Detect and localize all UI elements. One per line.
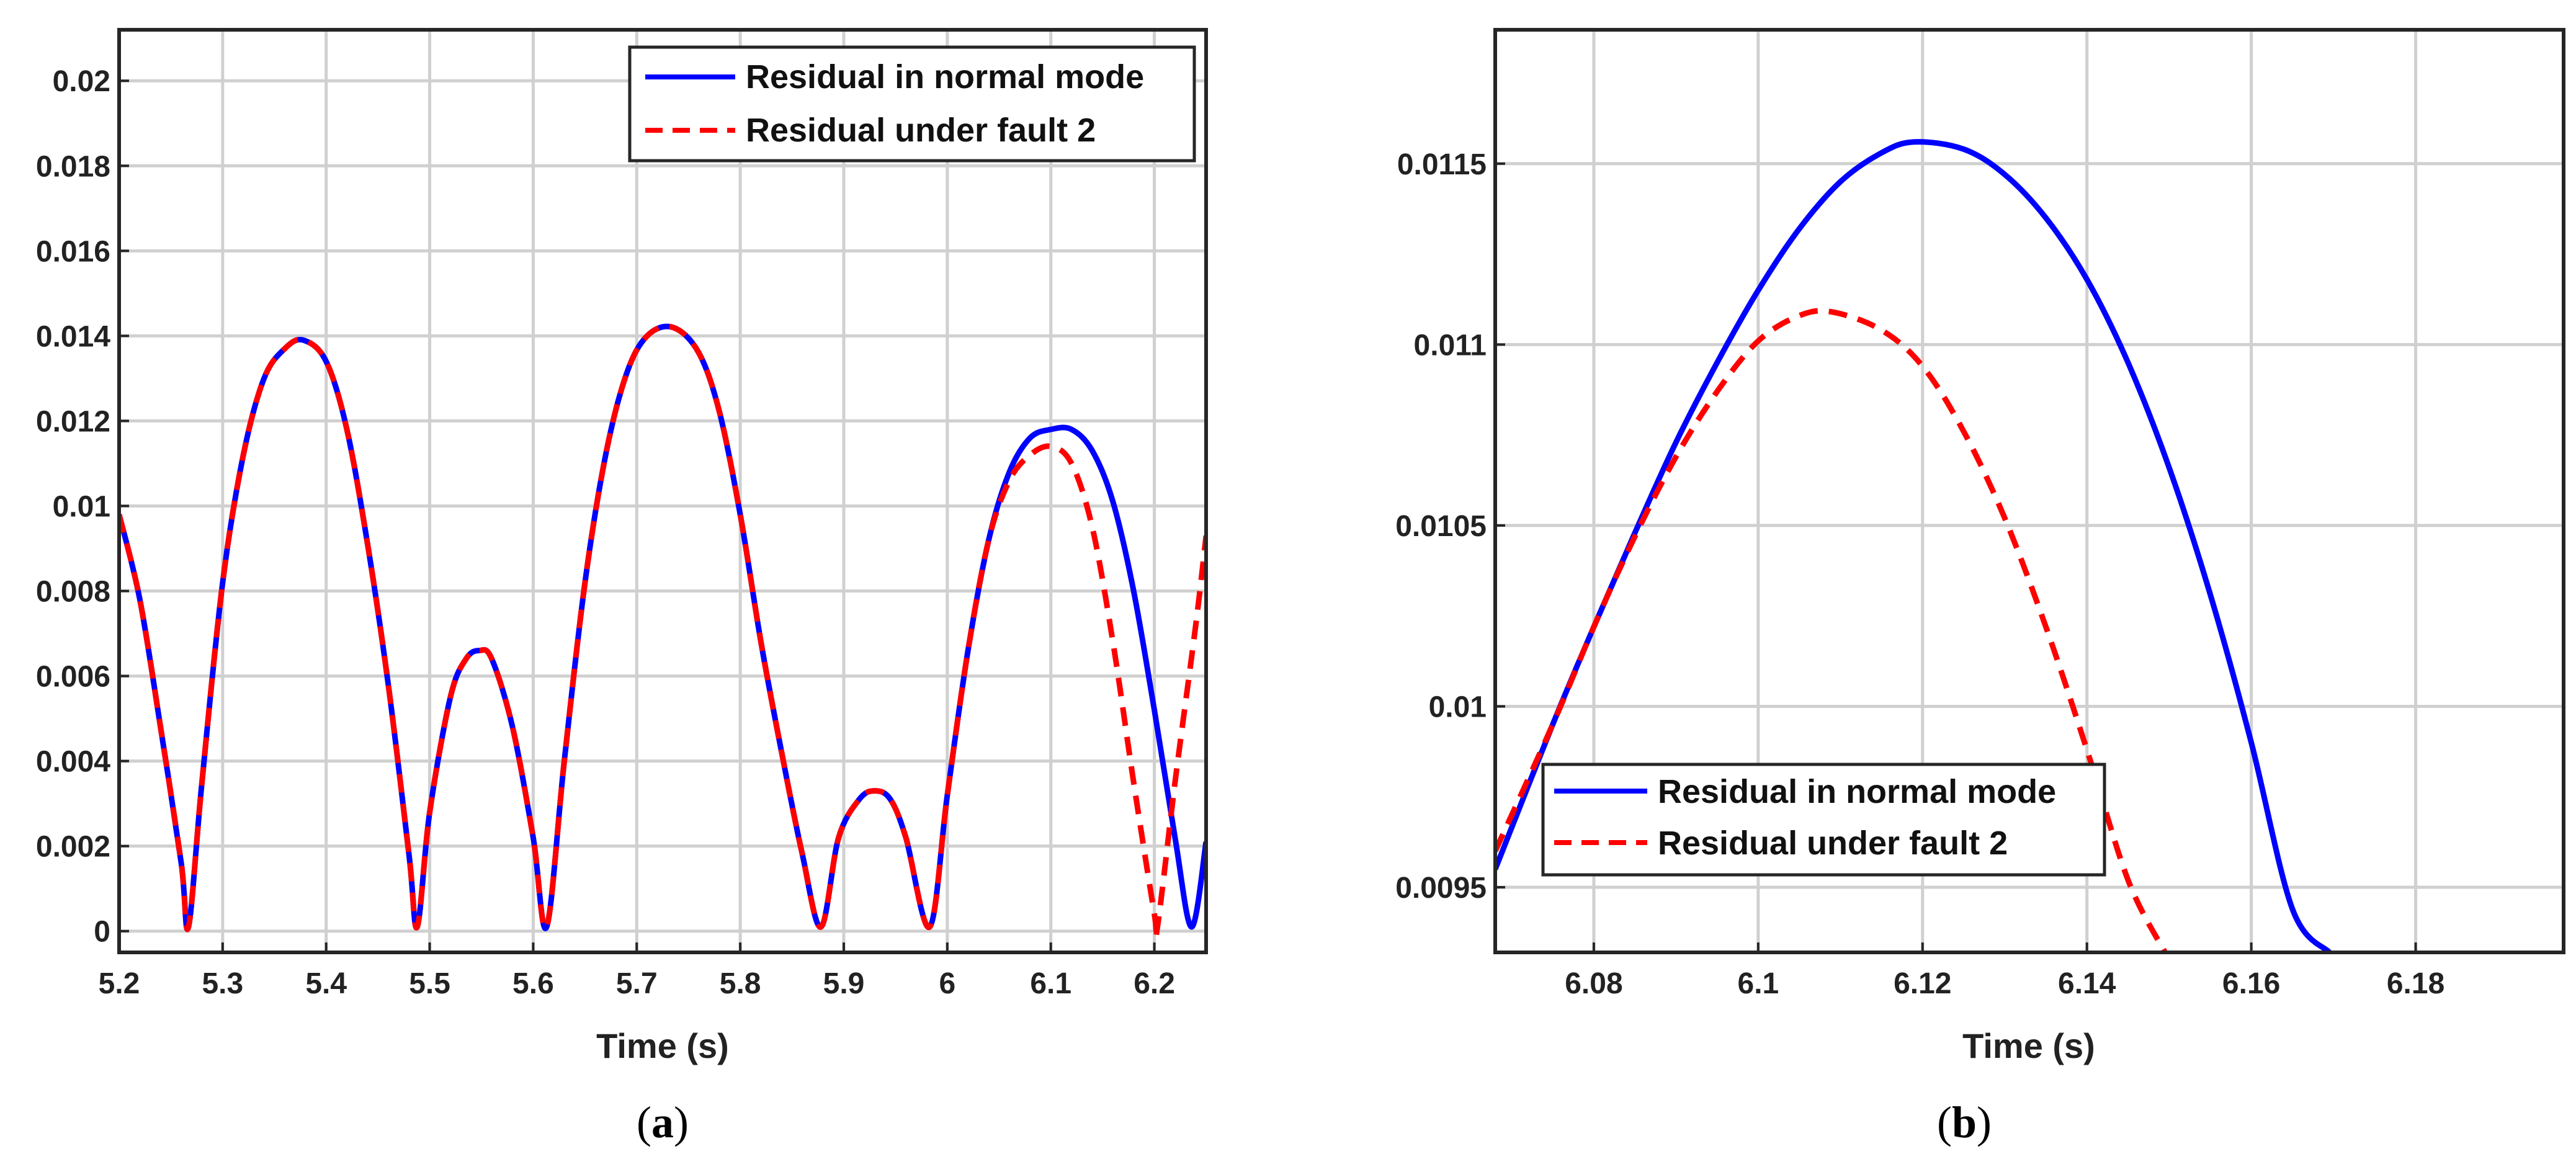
x-axis-label: Time (s) bbox=[1962, 1026, 2095, 1065]
legend-box bbox=[628, 45, 1196, 163]
legend-label-normal: Residual in normal mode bbox=[1658, 773, 2056, 810]
chart-panel-b: 6.08 6.1 6.12 6.14 6.16 6.18 0.0095 0.01 0.0105 0… bbox=[1395, 28, 2565, 1147]
y-tick-label: 0.011 bbox=[1414, 329, 1487, 362]
series-line-fault bbox=[119, 323, 1206, 942]
y-tick-label: 0.002 bbox=[36, 831, 110, 864]
x-tick-label: 5.4 bbox=[305, 967, 347, 1000]
axes-box bbox=[1493, 28, 2565, 954]
x-tick-label: 5.5 bbox=[409, 967, 450, 1000]
y-tick-label: 0.008 bbox=[36, 576, 110, 609]
x-tick-label: 6.16 bbox=[2222, 967, 2280, 1000]
legend-label-fault: Residual under fault 2 bbox=[1658, 825, 2008, 862]
y-tick-label: 0.01 bbox=[53, 490, 110, 523]
y-tick-label: 0 bbox=[94, 916, 110, 949]
y-tick-label: 0.014 bbox=[36, 320, 110, 353]
caption-letter-b: b bbox=[1952, 1098, 1977, 1147]
legend-label-normal: Residual in normal mode bbox=[746, 58, 1144, 96]
x-tick-label: 6.12 bbox=[1894, 967, 1951, 1000]
series-line-fault bbox=[1495, 308, 2168, 952]
x-tick-label: 6.1 bbox=[1738, 967, 1779, 1000]
y-tick-label: 0.018 bbox=[36, 150, 110, 183]
x-tick-label: 5.2 bbox=[99, 967, 140, 1000]
y-tick-label: 0.0105 bbox=[1395, 510, 1487, 543]
panel-caption-b: (b) bbox=[1937, 1098, 1992, 1147]
x-tick-label: 6.1 bbox=[1030, 967, 1071, 1000]
chart-panel-a: 5.2 5.3 5.4 5.5 5.6 5.7 5.8 5.9 6 6.1 6.2 0 0.002 0.0… bbox=[36, 28, 1208, 1147]
x-tick-label: 5.7 bbox=[616, 967, 658, 1000]
x-tick-label: 6.2 bbox=[1134, 967, 1175, 1000]
axes-box bbox=[117, 28, 1208, 954]
x-tick-label: 5.6 bbox=[512, 967, 554, 1000]
y-tick-label: 0.016 bbox=[36, 235, 110, 268]
tick-labels: 5.2 5.3 5.4 5.5 5.6 5.7 5.8 5.9 6 6.1 6.2 0 0.002 0.0… bbox=[36, 65, 1175, 1000]
series-group bbox=[1495, 139, 2332, 952]
legend: Residual in normal mode Residual under f… bbox=[1541, 763, 2106, 877]
y-tick-label: 0.02 bbox=[53, 65, 110, 98]
x-tick-label: 5.3 bbox=[202, 967, 243, 1000]
y-tick-label: 0.01 bbox=[1429, 691, 1487, 723]
y-tick-label: 0.006 bbox=[36, 661, 110, 694]
series-line-normal bbox=[1495, 139, 2332, 952]
legend-box bbox=[1541, 763, 2106, 877]
x-tick-label: 5.9 bbox=[823, 967, 865, 1000]
y-tick-label: 0.0115 bbox=[1397, 148, 1487, 181]
grid-lines bbox=[1495, 30, 2564, 952]
legend: Residual in normal mode Residual under f… bbox=[628, 45, 1196, 163]
tick-labels: 6.08 6.1 6.12 6.14 6.16 6.18 0.0095 0.01 0.0105 0… bbox=[1395, 148, 2444, 1000]
y-tick-label: 0.012 bbox=[36, 405, 110, 438]
x-tick-label: 6 bbox=[939, 967, 956, 1000]
x-tick-label: 6.08 bbox=[1565, 967, 1622, 1000]
x-axis-label: Time (s) bbox=[596, 1026, 729, 1065]
legend-label-fault: Residual under fault 2 bbox=[746, 112, 1096, 149]
panel-caption-a: (a) bbox=[637, 1098, 689, 1147]
y-tick-label: 0.004 bbox=[36, 746, 110, 779]
x-tick-label: 5.8 bbox=[720, 967, 761, 1000]
x-tick-label: 6.14 bbox=[2058, 967, 2116, 1000]
y-tick-label: 0.0095 bbox=[1395, 872, 1487, 905]
x-tick-label: 6.18 bbox=[2387, 967, 2444, 1000]
caption-letter-a: a bbox=[651, 1098, 674, 1147]
plot-area bbox=[119, 30, 1206, 952]
series-group bbox=[119, 323, 1206, 942]
